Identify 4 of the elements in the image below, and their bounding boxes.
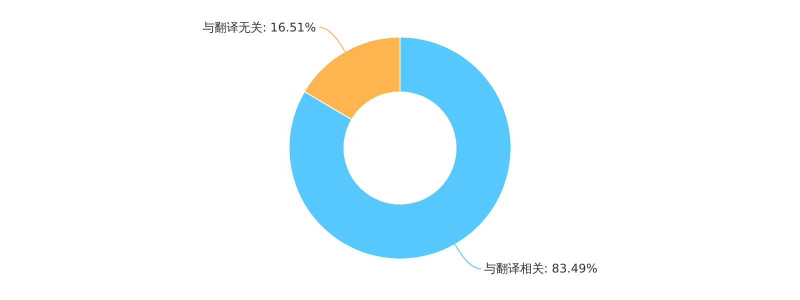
data-label: : 83.49% [544, 262, 598, 276]
slice-label: 与翻译相关 [484, 262, 544, 276]
slice-label: 与翻译无关 [202, 20, 262, 34]
data-label: : 16.51% [262, 20, 316, 34]
